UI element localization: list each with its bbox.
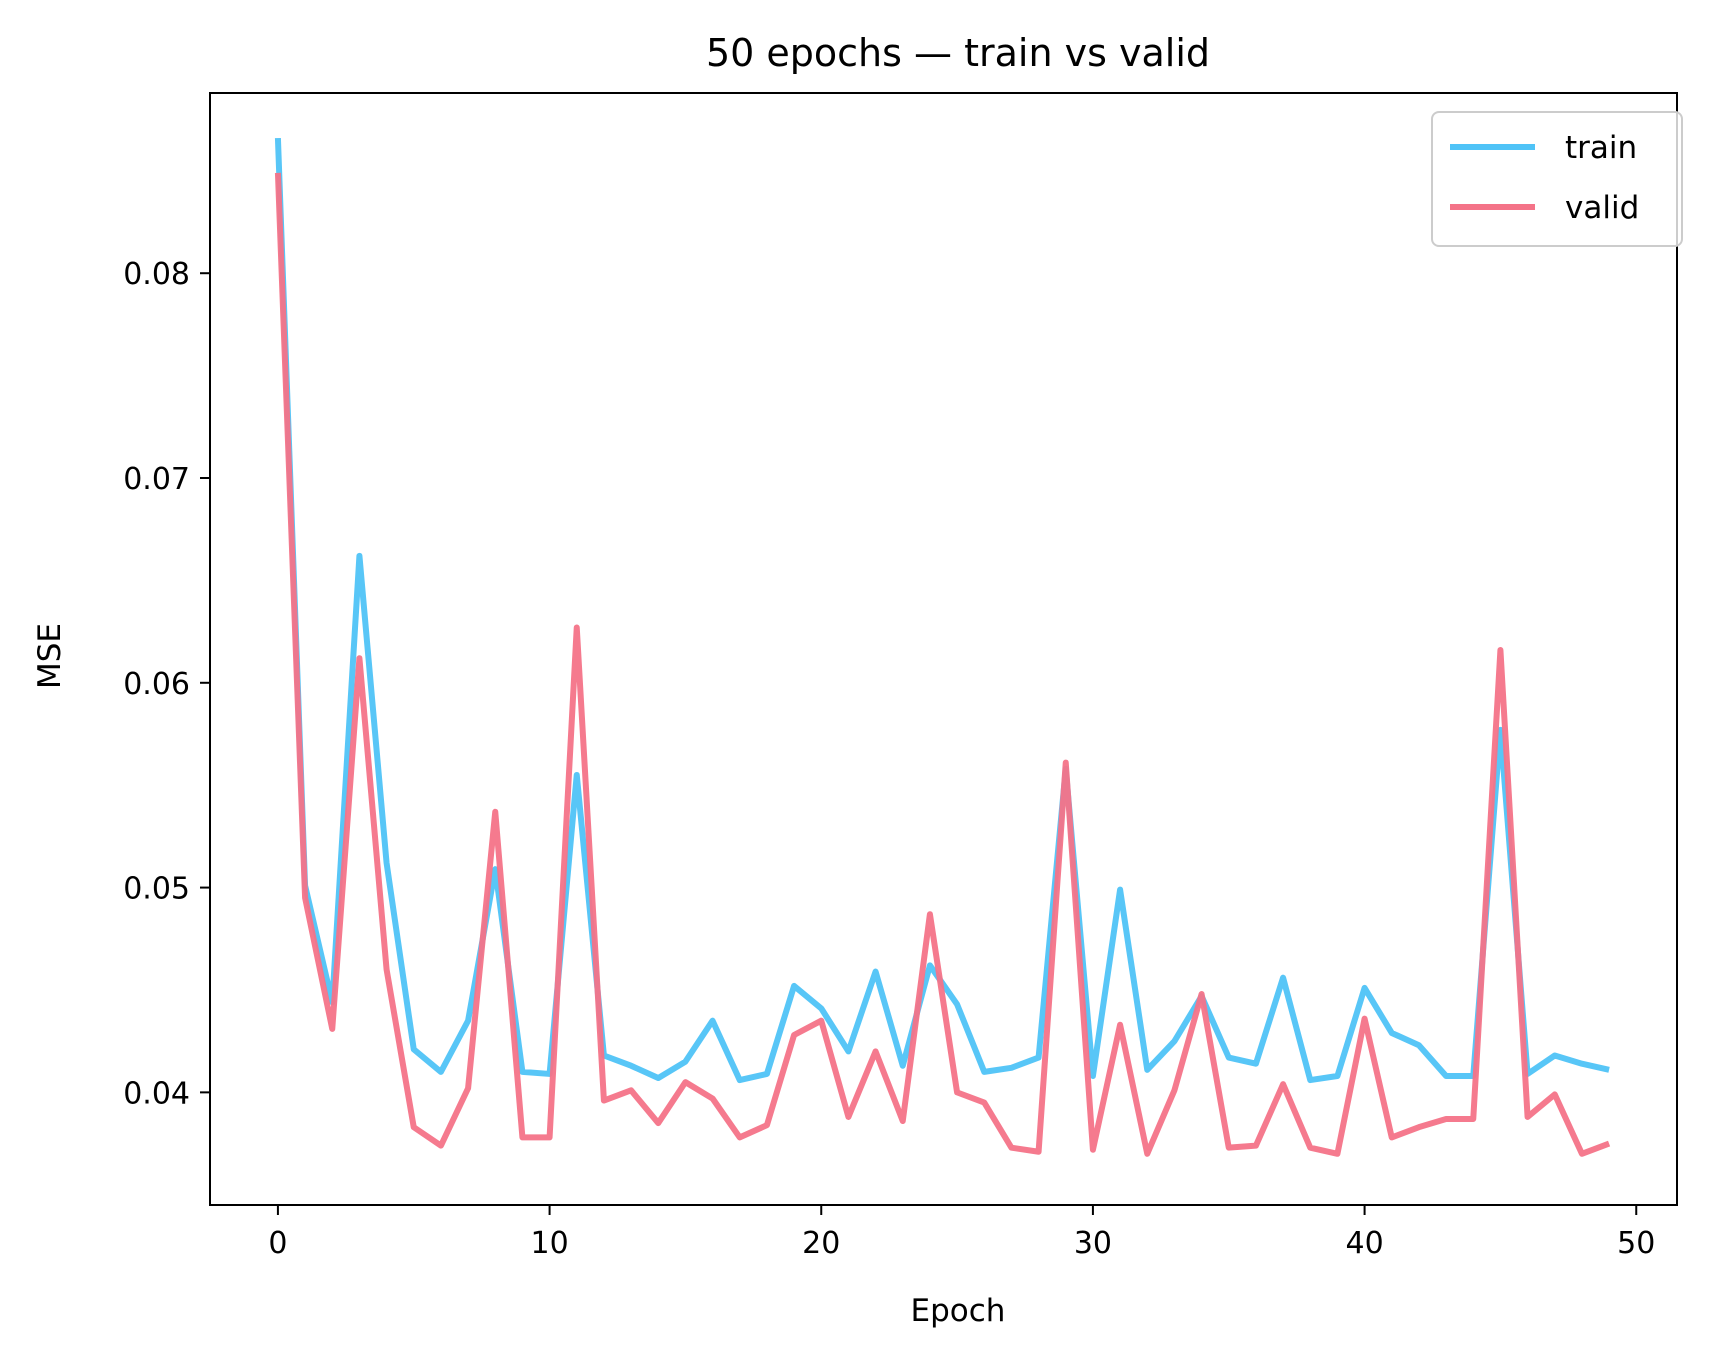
x-tick-label: 0: [268, 1226, 287, 1261]
x-tick-label: 10: [530, 1226, 568, 1261]
legend-label-valid: valid: [1565, 190, 1639, 226]
y-tick-label: 0.07: [123, 462, 190, 497]
x-tick-label: 30: [1074, 1226, 1112, 1261]
y-tick-label: 0.08: [123, 257, 190, 292]
x-tick-label: 50: [1617, 1226, 1655, 1261]
x-axis: 0 10 20 30 40 50: [268, 1205, 1655, 1261]
legend-box: [1431, 111, 1683, 247]
legend-label-train: train: [1565, 130, 1637, 166]
legend: train valid: [1431, 111, 1683, 247]
y-tick-label: 0.04: [123, 1076, 190, 1111]
y-tick-label: 0.06: [123, 667, 190, 702]
x-tick-label: 40: [1345, 1226, 1383, 1261]
series-line-valid: [274, 172, 1611, 1157]
plot-frame: [209, 92, 1678, 1206]
x-tick-label: 20: [802, 1226, 840, 1261]
y-tick-label: 0.05: [123, 872, 190, 907]
x-axis-label: Epoch: [911, 1293, 1006, 1329]
y-axis: 0.04 0.05 0.06 0.07 0.08: [123, 257, 210, 1111]
y-axis-label: MSE: [32, 623, 68, 689]
chart-title: 50 epochs — train vs valid: [706, 31, 1210, 75]
series-layer: [274, 137, 1611, 1157]
